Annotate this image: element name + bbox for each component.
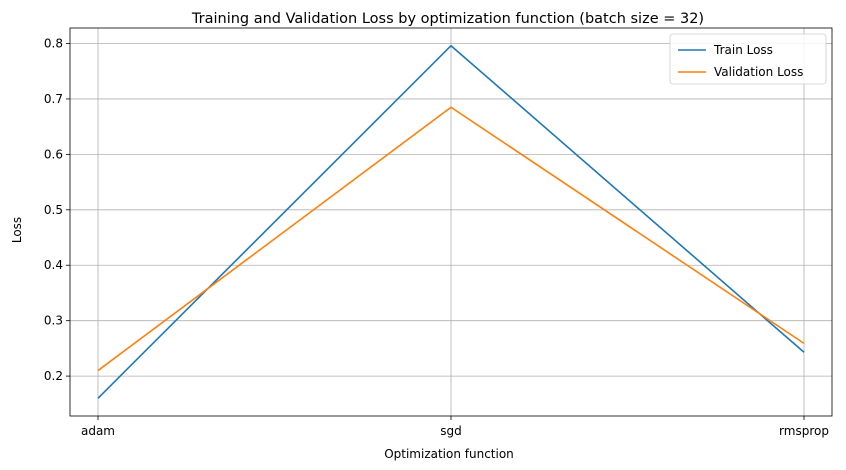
y-axis-ticks: 0.2 0.3 0.4 0.5 0.6 0.7 0.8: [44, 37, 70, 383]
y-tick-label: 0.7: [44, 92, 63, 106]
x-tick-label: adam: [81, 424, 115, 438]
legend-label: Train Loss: [713, 43, 773, 57]
y-tick-label: 0.4: [44, 258, 63, 272]
legend-label: Validation Loss: [714, 65, 803, 79]
legend: Train Loss Validation Loss: [669, 33, 827, 85]
series-line-validation-loss: [97, 106, 805, 372]
legend-box: [669, 33, 827, 85]
x-axis-ticks: adam sgd rmsprop: [81, 416, 829, 438]
y-tick-label: 0.8: [44, 37, 63, 51]
x-tick-label: sgd: [440, 424, 462, 438]
y-axis-label: Loss: [10, 217, 24, 243]
y-tick-label: 0.6: [44, 147, 63, 161]
series-lines: [97, 44, 805, 399]
series-line-train-loss: [97, 44, 805, 399]
x-tick-label: rmsprop: [779, 424, 829, 438]
x-axis-label: Optimization function: [384, 447, 514, 461]
y-tick-label: 0.2: [44, 369, 63, 383]
y-tick-label: 0.3: [44, 314, 63, 328]
y-tick-label: 0.5: [44, 203, 63, 217]
grid-lines: [70, 28, 832, 416]
chart-title: Training and Validation Loss by optimiza…: [191, 11, 704, 27]
